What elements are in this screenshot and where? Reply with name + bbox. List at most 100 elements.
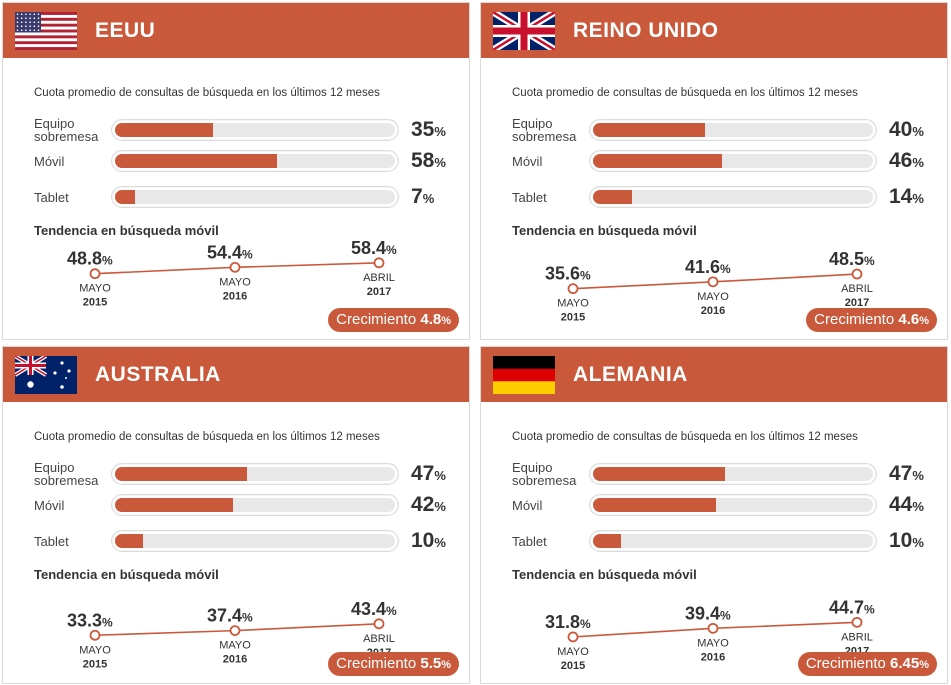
country-panel: ALEMANIA Cuota promedio de consultas de b… bbox=[480, 346, 948, 684]
trend-year: 2015 bbox=[83, 658, 107, 670]
bar-value-number: 42 bbox=[411, 493, 435, 516]
trend-value-number: 41.6 bbox=[685, 257, 720, 277]
growth-label: Crecimiento bbox=[336, 311, 417, 328]
trend-value: 31.8% bbox=[545, 612, 591, 632]
trend-value: 35.6% bbox=[545, 264, 591, 284]
bar-value: 10% bbox=[889, 524, 924, 558]
country-panel: REINO UNIDO Cuota promedio de consultas d… bbox=[480, 2, 948, 340]
bar-track-inner bbox=[115, 534, 395, 548]
trend-value-number: 48.5 bbox=[829, 249, 864, 269]
bar-row-desktop: Equipo sobremesa 47% bbox=[512, 457, 942, 491]
trend-point bbox=[567, 631, 579, 643]
bar-value-percent: % bbox=[434, 468, 446, 483]
growth-badge: Crecimiento 4.8% bbox=[328, 308, 459, 332]
bar-value: 58% bbox=[411, 144, 446, 178]
trend-value: 39.4% bbox=[685, 603, 731, 623]
bar-value-percent: % bbox=[422, 191, 435, 206]
growth-value: 5.5 bbox=[420, 655, 442, 672]
bar-value-number: 14 bbox=[889, 185, 913, 208]
bar-value-number: 35 bbox=[411, 118, 435, 141]
bar-label: Tablet bbox=[34, 524, 69, 558]
bar-label: Tablet bbox=[512, 180, 547, 214]
trend-month: MAYO bbox=[557, 646, 589, 658]
trend-point bbox=[89, 268, 101, 280]
bar-label-text: Móvil bbox=[512, 497, 543, 513]
trend-value-percent: % bbox=[580, 269, 591, 283]
bar-value-number: 10 bbox=[411, 529, 435, 552]
bar-value: 35% bbox=[411, 113, 446, 147]
bar-label-line: sobremesa bbox=[34, 473, 99, 488]
bar-value-number: 44 bbox=[889, 493, 913, 516]
trend-month: MAYO bbox=[697, 637, 729, 649]
trend-value-number: 48.8 bbox=[67, 249, 102, 269]
bar-row-tablet: Tablet 7% bbox=[34, 180, 464, 214]
us-flag bbox=[15, 12, 77, 50]
trend-year: 2015 bbox=[83, 297, 107, 309]
country-name: AUSTRALIA bbox=[95, 363, 221, 386]
growth-percent: % bbox=[919, 659, 929, 671]
bar-track bbox=[589, 463, 877, 485]
trend-value: 44.7% bbox=[829, 597, 875, 617]
bar-label-line: Equipo bbox=[512, 460, 553, 475]
country-panel: EEUU Cuota promedio de consultas de búsqu… bbox=[2, 2, 470, 340]
bar-value-percent: % bbox=[434, 535, 446, 550]
bar-row-tablet: Tablet 14% bbox=[512, 180, 942, 214]
growth-label: Crecimiento bbox=[814, 311, 895, 328]
bar-label: Móvil bbox=[34, 144, 64, 178]
bar-label-text: Tablet bbox=[512, 533, 547, 549]
bar-value-percent: % bbox=[434, 124, 446, 139]
growth-badge: Crecimiento 5.5% bbox=[328, 652, 459, 676]
bar-value-number: 46 bbox=[889, 149, 913, 172]
country-name: REINO UNIDO bbox=[573, 19, 719, 42]
trend-month: ABRIL bbox=[363, 272, 395, 284]
bar-row-mobile: Móvil 58% bbox=[34, 144, 464, 178]
trend-value-percent: % bbox=[242, 611, 253, 625]
trend-point bbox=[89, 629, 101, 641]
trend-point bbox=[229, 625, 241, 637]
trend-point bbox=[567, 283, 579, 295]
trend-month: MAYO bbox=[219, 640, 251, 652]
bar-track-inner bbox=[593, 498, 873, 512]
trend-point bbox=[373, 618, 385, 630]
panel-header: EEUU bbox=[3, 3, 469, 58]
bar-label-text: Móvil bbox=[34, 153, 65, 169]
trend-value-percent: % bbox=[864, 254, 875, 268]
bar-label-text: Móvil bbox=[512, 153, 543, 169]
bar-row-mobile: Móvil 46% bbox=[512, 144, 942, 178]
bar-label: Equipo sobremesa bbox=[512, 113, 576, 147]
bar-track bbox=[589, 494, 877, 516]
growth-percent: % bbox=[919, 315, 929, 327]
trend-value-number: 33.3 bbox=[67, 610, 102, 630]
growth-value: 6.45 bbox=[890, 655, 920, 672]
trend-value: 54.4% bbox=[207, 242, 253, 262]
bar-row-tablet: Tablet 10% bbox=[512, 524, 942, 558]
trend-month: ABRIL bbox=[363, 633, 395, 645]
trend-year: 2016 bbox=[701, 651, 725, 663]
bar-label-text: Tablet bbox=[512, 189, 547, 205]
bar-track-inner bbox=[115, 498, 395, 512]
trend-value: 43.4% bbox=[351, 599, 397, 619]
bar-label-line: sobremesa bbox=[512, 129, 577, 144]
bar-value-number: 7 bbox=[411, 185, 423, 208]
bar-label-line: sobremesa bbox=[512, 473, 577, 488]
growth-label: Crecimiento bbox=[805, 655, 886, 672]
bar-value-percent: % bbox=[912, 499, 924, 514]
trend-value-percent: % bbox=[386, 604, 397, 618]
bar-label-line: Equipo bbox=[34, 460, 75, 475]
bar-label-text: Equipo sobremesa bbox=[34, 117, 98, 143]
bar-value: 42% bbox=[411, 488, 446, 522]
trend-year: 2015 bbox=[561, 312, 585, 324]
trend-value: 37.4% bbox=[207, 606, 253, 626]
bar bbox=[593, 190, 633, 204]
trend-value-percent: % bbox=[102, 615, 113, 629]
trend-year: 2016 bbox=[223, 654, 247, 666]
chart-subtitle: Cuota promedio de consultas de búsqueda … bbox=[34, 87, 380, 99]
bar-track-inner bbox=[115, 467, 395, 481]
trend-point bbox=[851, 616, 863, 628]
trend-point bbox=[229, 261, 241, 273]
trend-chart: 35.6% MAYO 2015 41.6% MAYO 2016 48.5% ABRIL 2017 bbox=[545, 249, 875, 324]
trend-value-percent: % bbox=[580, 617, 591, 631]
bar-label: Equipo sobremesa bbox=[512, 457, 576, 491]
australia-flag bbox=[15, 356, 77, 394]
growth-badge: Crecimiento 4.6% bbox=[806, 308, 937, 332]
